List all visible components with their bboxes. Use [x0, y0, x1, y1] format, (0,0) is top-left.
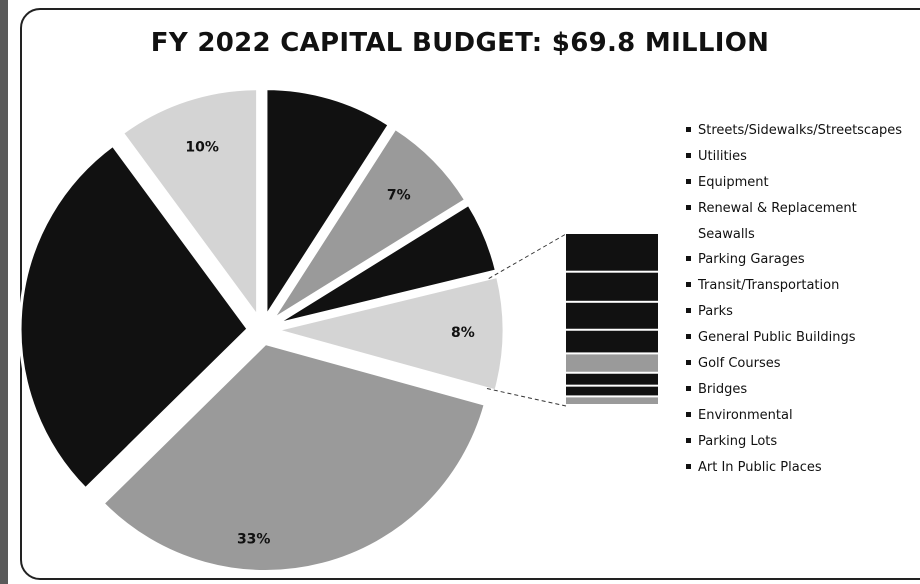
legend-label: Streets/Sidewalks/Streetscapes [698, 123, 903, 138]
breakout-bar-parking-lots [566, 386, 658, 396]
data-label: 33% [237, 531, 271, 547]
legend-item: Equipment [686, 170, 902, 196]
breakout-bar-transit-transportation [566, 234, 658, 271]
legend-swatch [686, 334, 691, 340]
legend-item: Parks [686, 299, 902, 325]
legend-label: Golf Courses [698, 356, 781, 372]
legend-label: Parks [698, 304, 733, 320]
legend-swatch [686, 411, 691, 417]
pie-slice-seawalls [270, 126, 468, 322]
legend-swatch [686, 385, 691, 391]
chart-title: FY 2022 CAPITAL BUDGET: $69.8 MILLION [150, 28, 770, 58]
legend-swatch [686, 308, 691, 314]
legend-item: Environmental [686, 403, 902, 429]
pie-slice-other [270, 274, 506, 393]
connector-bottom [486, 388, 567, 407]
data-label: 7% [387, 187, 411, 203]
legend-swatch [686, 178, 691, 184]
breakout-bar-art-in-public-places [566, 397, 658, 404]
pie-slice-utilities [18, 143, 251, 491]
legend-item: Parking Lots [686, 429, 902, 455]
breakout-bar-golf-courses [566, 330, 658, 353]
legend-item: Transit/Transportation [686, 273, 902, 299]
legend-item: Golf Courses [686, 351, 902, 377]
breakout-bar-environmental [566, 373, 658, 385]
legend-label: Equipment [698, 174, 769, 190]
legend-swatch [686, 360, 691, 366]
scan-edge [0, 0, 8, 584]
legend-label: Utilities [698, 148, 747, 164]
legend-label: Parking Garages [698, 252, 805, 268]
legend-swatch [686, 463, 691, 469]
legend: Streets/Sidewalks/Streetscapes Utilities E… [686, 118, 902, 480]
pie-slice-streets-sidewalks-streetscapes [100, 341, 488, 573]
legend-label: Seawalls [698, 226, 755, 242]
legend-item: Streets/Sidewalks/Streetscapes [686, 118, 902, 144]
breakout-bar-parks [566, 272, 658, 301]
legend-swatch [686, 127, 691, 132]
connector-top [488, 233, 567, 280]
legend-item: Renewal & Replacement [686, 196, 902, 222]
legend-item: Seawalls [686, 222, 902, 248]
legend-label: Parking Lots [698, 433, 778, 449]
legend-swatch [686, 437, 691, 443]
legend-swatch [686, 204, 691, 210]
legend-item: Utilities [686, 144, 902, 170]
breakout-bar-bridges [566, 354, 658, 372]
pie-slice-equipment [120, 87, 260, 322]
breakout-bar-general-public-buildings [566, 302, 658, 329]
legend-label: Bridges [698, 381, 748, 397]
legend-label: Art In Public Places [698, 459, 822, 475]
legend-swatch [686, 256, 691, 262]
legend-swatch [686, 152, 691, 158]
legend-item: Art In Public Places [686, 455, 902, 481]
legend-label: Renewal & Replacement [698, 200, 857, 216]
legend-label: Environmental [698, 407, 793, 423]
legend-item: Bridges [686, 377, 902, 403]
data-label: 8% [451, 325, 475, 341]
data-label: 10% [185, 140, 219, 156]
pie-slice-parking-garages [274, 202, 499, 327]
pie-slice-renewal-replacement [264, 87, 392, 322]
legend-label: Transit/Transportation [698, 278, 840, 294]
legend-swatch [686, 282, 691, 288]
legend-item: Parking Garages [686, 247, 902, 273]
legend-label: General Public Buildings [698, 330, 856, 346]
chart-frame [20, 8, 920, 580]
legend-item: General Public Buildings [686, 325, 902, 351]
